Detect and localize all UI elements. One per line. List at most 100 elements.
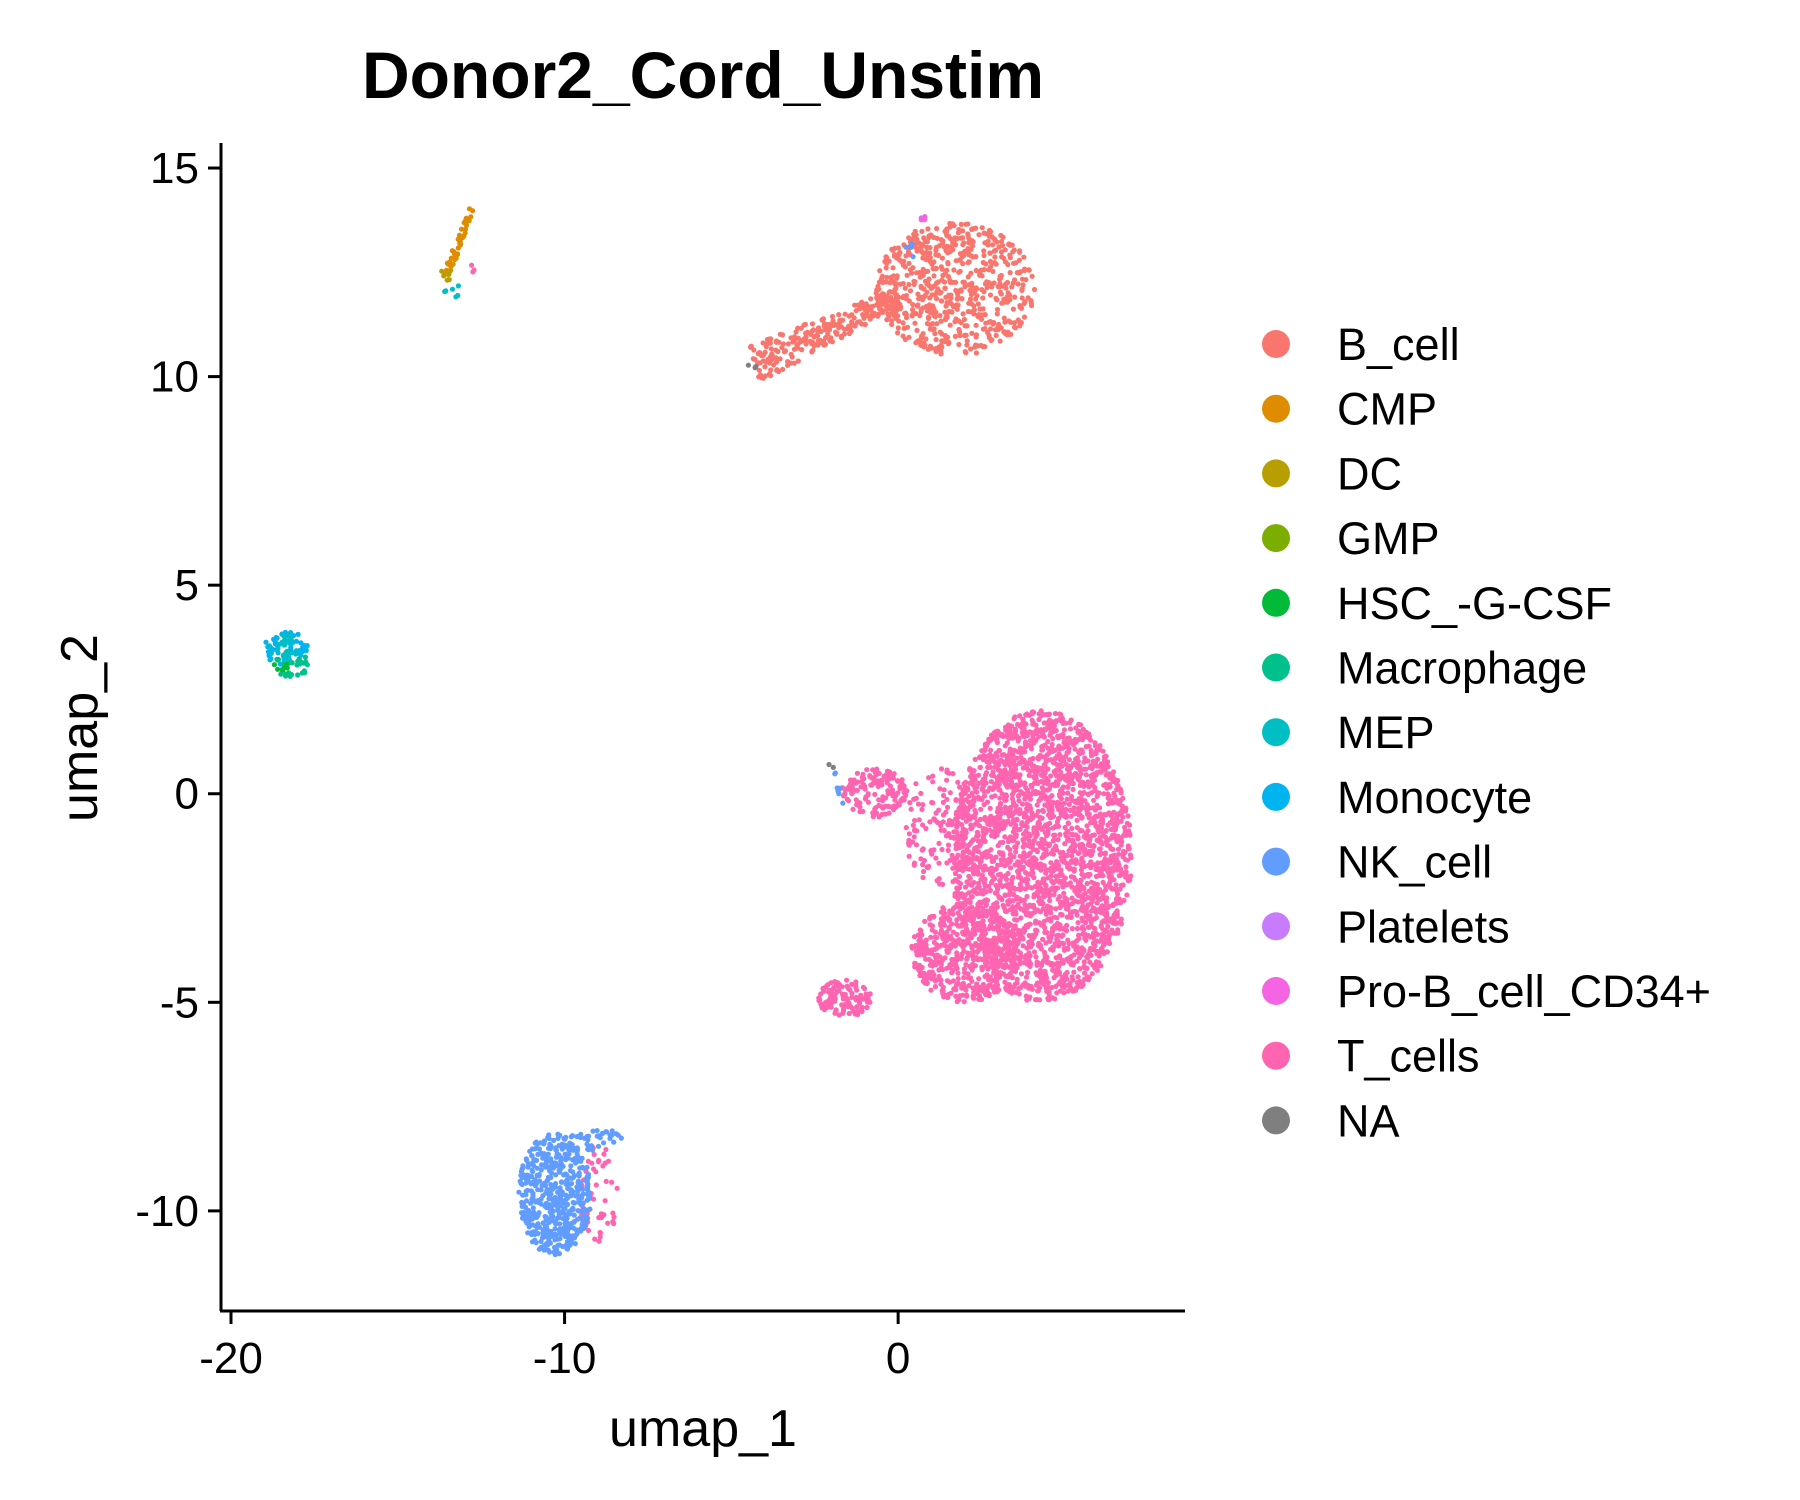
data-point bbox=[995, 964, 1001, 970]
data-point bbox=[1027, 850, 1033, 856]
data-point bbox=[932, 292, 938, 298]
data-point bbox=[1118, 871, 1124, 877]
data-point bbox=[955, 976, 961, 982]
data-point bbox=[930, 779, 936, 785]
data-point bbox=[900, 320, 906, 326]
data-point bbox=[575, 1216, 581, 1222]
data-point bbox=[965, 274, 971, 280]
data-point bbox=[1028, 303, 1035, 309]
data-point bbox=[1078, 722, 1084, 728]
data-point bbox=[948, 990, 954, 996]
data-point bbox=[1104, 785, 1110, 791]
data-point bbox=[1081, 886, 1087, 892]
data-point bbox=[1018, 915, 1024, 921]
data-point bbox=[823, 1000, 829, 1006]
data-point bbox=[977, 272, 983, 278]
data-point bbox=[992, 733, 998, 739]
data-point bbox=[570, 1169, 576, 1175]
data-point bbox=[994, 775, 1000, 781]
data-point bbox=[872, 806, 878, 812]
data-point bbox=[983, 754, 989, 760]
data-point bbox=[1097, 743, 1103, 749]
data-point bbox=[1056, 711, 1063, 717]
data-point bbox=[958, 221, 964, 227]
data-point bbox=[943, 248, 949, 254]
data-point bbox=[1074, 817, 1080, 824]
data-point bbox=[834, 330, 840, 336]
data-point bbox=[1087, 913, 1093, 919]
data-point bbox=[568, 1193, 574, 1199]
data-point bbox=[962, 884, 969, 890]
data-point bbox=[1090, 934, 1096, 940]
data-point bbox=[846, 330, 853, 337]
data-point bbox=[1003, 876, 1010, 883]
data-point bbox=[1064, 896, 1070, 903]
data-point bbox=[1008, 865, 1014, 871]
data-point bbox=[989, 919, 996, 925]
data-point bbox=[1092, 784, 1098, 791]
data-point bbox=[560, 1216, 566, 1222]
data-point bbox=[548, 1143, 554, 1150]
data-point bbox=[1084, 802, 1090, 808]
data-point bbox=[548, 1156, 554, 1162]
data-point bbox=[1085, 902, 1091, 908]
data-point bbox=[955, 896, 961, 902]
data-point bbox=[1102, 883, 1108, 889]
data-point bbox=[1084, 880, 1090, 887]
data-point bbox=[1053, 955, 1059, 961]
data-point bbox=[970, 869, 977, 875]
data-point bbox=[981, 248, 987, 254]
data-point bbox=[1095, 860, 1101, 866]
data-point bbox=[991, 320, 997, 326]
data-point bbox=[1019, 276, 1026, 282]
data-point bbox=[1064, 750, 1070, 756]
data-point bbox=[853, 308, 859, 314]
data-point bbox=[781, 349, 788, 355]
data-point bbox=[925, 226, 931, 232]
data-point bbox=[1020, 844, 1026, 850]
data-point bbox=[957, 333, 963, 339]
data-point bbox=[935, 252, 942, 258]
data-point bbox=[598, 1215, 605, 1221]
data-point bbox=[961, 948, 967, 954]
data-point bbox=[917, 972, 923, 979]
data-point bbox=[795, 358, 801, 364]
data-point bbox=[1115, 846, 1122, 852]
data-point bbox=[1017, 248, 1023, 254]
data-point bbox=[988, 813, 994, 819]
data-point bbox=[979, 225, 985, 231]
data-point bbox=[927, 322, 933, 328]
data-point bbox=[902, 336, 908, 342]
data-point bbox=[995, 762, 1002, 768]
data-point bbox=[884, 274, 890, 280]
data-point bbox=[1047, 725, 1053, 731]
data-point bbox=[838, 333, 845, 339]
data-point bbox=[1076, 936, 1082, 942]
data-point bbox=[980, 259, 986, 266]
data-point bbox=[529, 1167, 535, 1173]
data-point bbox=[1083, 907, 1089, 913]
data-point bbox=[919, 847, 925, 853]
data-point bbox=[990, 772, 996, 778]
data-point bbox=[1067, 980, 1073, 987]
data-point bbox=[967, 803, 974, 809]
data-point bbox=[564, 1201, 571, 1208]
data-point bbox=[915, 950, 921, 956]
data-point bbox=[1039, 744, 1045, 750]
data-point bbox=[951, 986, 957, 992]
data-point bbox=[553, 1154, 560, 1160]
data-point bbox=[545, 1187, 552, 1193]
data-point bbox=[1114, 797, 1120, 804]
data-point bbox=[919, 228, 925, 234]
data-point bbox=[993, 854, 999, 860]
data-point bbox=[954, 306, 960, 312]
data-point bbox=[980, 984, 987, 990]
data-point bbox=[937, 820, 943, 827]
data-point bbox=[547, 1240, 554, 1246]
data-point bbox=[1105, 923, 1111, 930]
data-point bbox=[932, 817, 938, 823]
data-point bbox=[933, 266, 939, 272]
data-point bbox=[958, 797, 964, 803]
data-point bbox=[993, 751, 999, 757]
data-point bbox=[1054, 819, 1060, 825]
